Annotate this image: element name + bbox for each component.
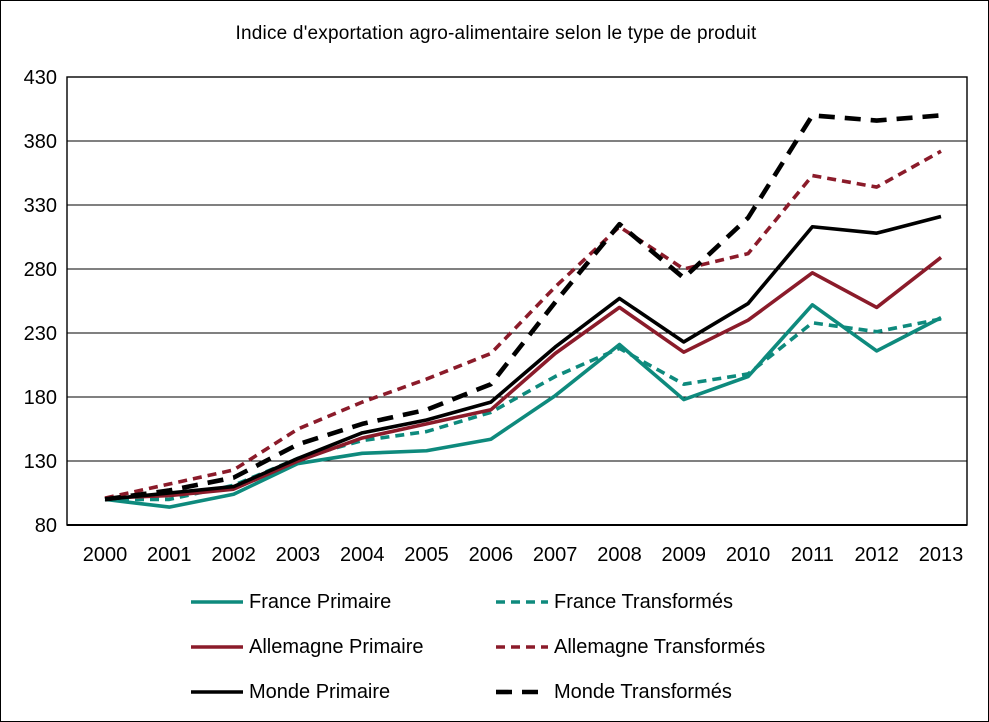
legend-label: Monde Primaire [249, 680, 391, 703]
x-tick-label: 2010 [726, 544, 771, 566]
x-tick-label: 2007 [533, 544, 578, 566]
x-tick-label: 2011 [791, 544, 834, 566]
y-tick-label: 80 [35, 515, 57, 537]
chart-legend: France Primaire France Transformés Allemag… [191, 589, 765, 705]
y-tick-label: 430 [24, 67, 57, 89]
legend-item: France Primaire [191, 589, 496, 615]
y-tick-label: 280 [24, 259, 57, 281]
legend-line-swatch [191, 690, 243, 694]
legend-item: Monde Transformés [496, 679, 765, 705]
legend-label: Allemagne Transformés [554, 635, 766, 658]
legend-label: France Transformés [554, 590, 733, 613]
legend-line-swatch [191, 600, 243, 604]
y-tick-label: 330 [24, 195, 57, 217]
x-tick-label: 2003 [276, 544, 321, 566]
y-tick-label: 380 [24, 131, 57, 153]
legend-item: Monde Primaire [191, 679, 496, 705]
legend-item: France Transformés [496, 589, 765, 615]
series-line [104, 256, 943, 500]
legend-item: Allemagne Primaire [191, 634, 496, 660]
x-tick-label: 2005 [404, 544, 449, 566]
x-tick-label: 2006 [469, 544, 514, 566]
x-tick-label: 2002 [211, 544, 256, 566]
legend-line-swatch [496, 600, 548, 604]
legend-label: France Primaire [249, 590, 392, 613]
series-line [104, 303, 942, 509]
x-tick-label: 2012 [854, 544, 899, 566]
y-tick-label: 130 [24, 451, 57, 473]
x-tick-label: 2009 [662, 544, 707, 566]
x-tick-label: 2004 [340, 544, 385, 566]
legend-line-swatch [496, 645, 548, 649]
x-tick-label: 2000 [83, 544, 128, 566]
plot-border [66, 76, 968, 526]
x-tick-label: 2001 [147, 544, 192, 566]
legend-line-swatch [191, 645, 243, 649]
series-line [104, 113, 942, 502]
chart-title: Indice d'exportation agro-alimentaire se… [235, 23, 757, 44]
y-tick-label: 230 [24, 323, 57, 345]
x-tick-label: 2008 [597, 544, 642, 566]
legend-label: Allemagne Primaire [249, 635, 424, 658]
x-tick-label: 2013 [919, 544, 964, 566]
legend-label: Monde Transformés [554, 680, 732, 703]
y-tick-label: 180 [24, 387, 57, 409]
series-line [104, 214, 942, 502]
legend-item: Allemagne Transformés [496, 634, 765, 660]
legend-line-swatch [496, 689, 548, 695]
